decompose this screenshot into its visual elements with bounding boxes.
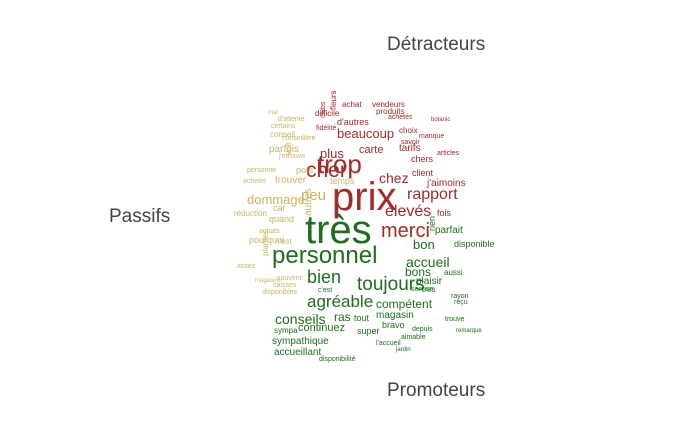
cloud-word: parfois (269, 144, 300, 155)
cloud-word: car (273, 203, 286, 213)
cloud-word: prix (332, 175, 397, 219)
cloud-word: réduction (234, 209, 267, 218)
cloud-word: bien (307, 267, 342, 287)
cloud-word: d'autres (337, 117, 369, 127)
cloud-word: ras (334, 310, 351, 324)
cloud-word: toujours (357, 274, 425, 295)
cloud-word: magasin (376, 310, 414, 321)
cloud-word: tarifs (399, 143, 421, 154)
cloud-word: beaucoup (337, 126, 395, 141)
cloud-word: super (357, 326, 380, 336)
cloud-word: botanic (431, 117, 451, 123)
cloud-word: peu (301, 187, 327, 204)
cloud-word: pourquoi (249, 235, 285, 245)
cloud-word: merci (381, 220, 430, 242)
cloud-word: clubs (320, 101, 327, 118)
cloud-word: sympa (274, 326, 298, 335)
cloud-word: mal (268, 110, 278, 116)
cloud-word: temps (330, 176, 355, 186)
cloud-word: conseillère (282, 135, 316, 142)
cloud-word: rapport (407, 186, 458, 203)
cloud-word: accueillant (274, 347, 322, 358)
cloud-word: j'etrouve (279, 153, 306, 160)
cloud-word: tres (422, 285, 436, 294)
cloud-word: dommage (247, 192, 305, 207)
cloud-word: trouve (445, 316, 465, 323)
cloud-word: manque (419, 133, 445, 140)
cloud-word: voir (284, 142, 293, 155)
cloud-word: achats (259, 228, 280, 235)
cloud-word: n'est (275, 237, 292, 246)
cloud-word: chez (379, 170, 409, 186)
cloud-word: rayon (451, 293, 469, 300)
cloud-word: fleurs (329, 90, 338, 110)
cloud-word: compétent (376, 297, 433, 311)
cloud-word: disponible (454, 239, 495, 249)
cloud-word: personnel (272, 242, 378, 269)
cloud-word: articles (437, 150, 460, 157)
cloud-word: continuez (298, 322, 346, 334)
cloud-word: rien (427, 215, 437, 231)
cloud-word: aussi (444, 268, 463, 277)
cloud-word: d'attente (278, 116, 305, 123)
cloud-word: bon (413, 237, 435, 252)
cloud-word: trop (317, 149, 362, 179)
cloud-word: j'aimoins (427, 178, 466, 189)
cloud-word: magasins (255, 278, 281, 284)
cloud-word: quand (269, 214, 295, 224)
cloud-word: jardin (396, 347, 411, 353)
cloud-word: certains (271, 123, 296, 130)
cloud-word: depuis (412, 326, 433, 333)
cloud-word: plantes (261, 230, 270, 256)
cloud-word: achat (342, 100, 362, 109)
cloud-word: choix (399, 126, 418, 135)
cloud-word: aimable (401, 334, 426, 341)
cloud-word: service (411, 286, 434, 293)
category-label-promoteurs: Promoteurs (387, 380, 486, 401)
cloud-word: produits (376, 107, 405, 116)
cloud-word: difficile (315, 109, 340, 118)
cloud-word: cher (306, 159, 347, 182)
cloud-word: remarque (456, 328, 482, 334)
cloud-word: vendeurs (372, 100, 405, 109)
cloud-word: bravo (382, 320, 405, 330)
cloud-word: accueil (406, 254, 450, 270)
cloud-word: fidélité (316, 125, 337, 132)
cloud-word: plus (320, 146, 344, 161)
cloud-word: caisses (273, 282, 297, 289)
category-label-detracteurs: Détracteurs (387, 34, 486, 55)
cloud-word: très (305, 208, 372, 252)
cloud-word: assez (237, 263, 256, 270)
cloud-word: disponibles (262, 289, 298, 296)
cloud-word: plaisir (416, 276, 443, 287)
cloud-word: agréable (307, 292, 374, 311)
cloud-word: carte (359, 144, 384, 156)
cloud-word: savoir (401, 139, 420, 146)
cloud-word: client (412, 168, 434, 178)
cloud-word: chers (411, 154, 434, 164)
cloud-word: achetés (388, 114, 413, 121)
cloud-word: pots (296, 165, 314, 175)
cloud-word: conseils (275, 311, 326, 327)
cloud-word: fois (437, 208, 452, 218)
cloud-word: tout (354, 313, 370, 323)
cloud-word: élevés (385, 203, 432, 220)
cloud-word: disponibilité (319, 356, 356, 363)
cloud-word: parfait (435, 225, 463, 236)
cloud-word: sympathique (272, 336, 329, 347)
cloud-word: l'accueil (376, 340, 401, 347)
cloud-word: souvent (277, 275, 302, 282)
cloud-word: conseil (270, 130, 295, 139)
cloud-word: bons (405, 265, 432, 279)
cloud-word: acheter (243, 178, 267, 185)
cloud-word: reçu (454, 299, 468, 306)
cloud-word: trouver (275, 175, 307, 186)
cloud-word: c'est (318, 287, 333, 294)
cloud-word: autres (303, 188, 314, 216)
category-label-passifs: Passifs (109, 206, 171, 227)
cloud-word: personne (247, 167, 277, 174)
